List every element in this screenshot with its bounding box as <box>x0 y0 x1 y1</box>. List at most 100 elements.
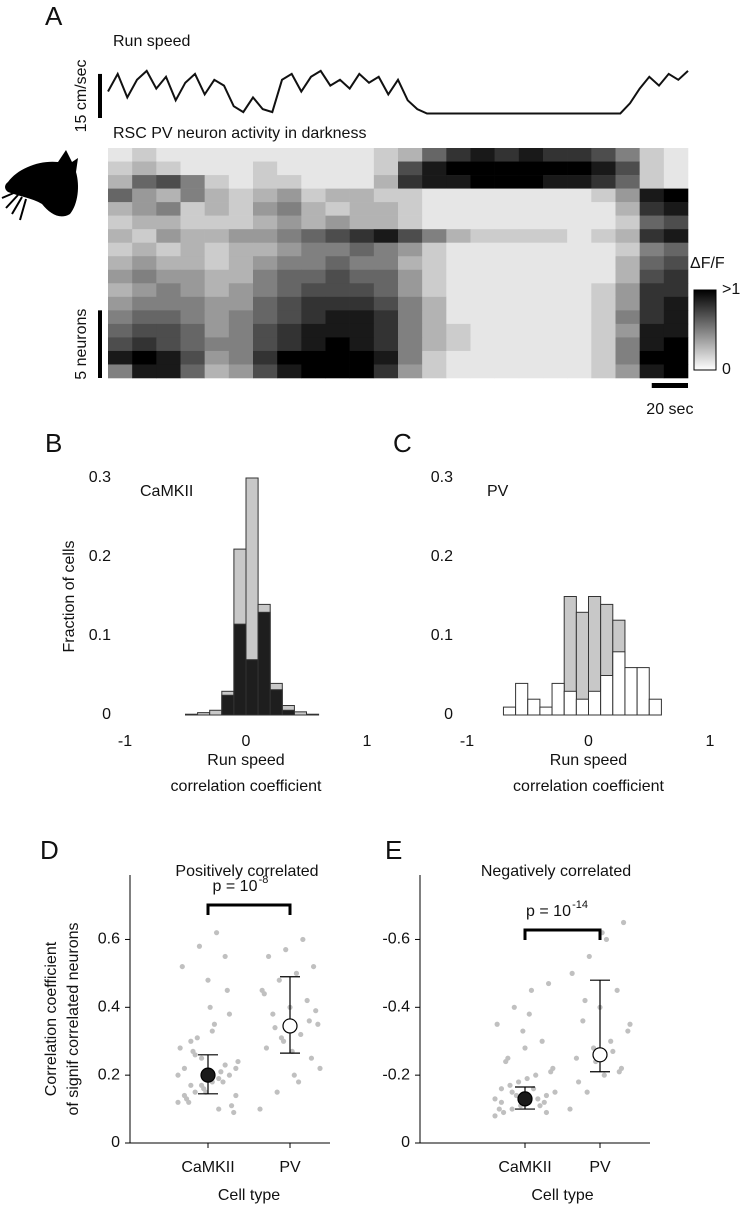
data-point <box>261 991 267 997</box>
data-point <box>233 1092 239 1099</box>
data-point <box>620 919 627 926</box>
heat-cell <box>301 229 326 244</box>
x-axis-label: Run speed <box>550 752 627 769</box>
heat-cell <box>615 175 640 189</box>
heat-cell <box>591 161 616 176</box>
heat-cell <box>253 269 278 284</box>
heat-cell <box>543 364 568 379</box>
heat-cell <box>422 148 447 162</box>
y-tick-label: 0 <box>111 1134 120 1151</box>
data-point <box>315 1021 321 1027</box>
data-point <box>207 1004 213 1010</box>
heat-cell <box>567 310 592 325</box>
heat-cell <box>591 229 616 244</box>
heat-cell <box>470 242 495 257</box>
y-tick-label: 0.3 <box>431 469 453 486</box>
data-point <box>498 1099 505 1105</box>
heat-cell <box>591 296 616 311</box>
heat-cell <box>228 364 254 379</box>
heat-cell <box>373 148 399 162</box>
x-tick-label: PV <box>589 1159 611 1176</box>
data-point <box>306 1018 312 1024</box>
heat-cell <box>325 350 350 365</box>
heat-cell <box>132 310 157 325</box>
data-point <box>492 1113 498 1119</box>
heat-cell <box>615 296 640 311</box>
data-point <box>209 1028 215 1034</box>
heat-cell <box>156 229 181 244</box>
heat-cell <box>518 215 544 230</box>
heat-cell <box>398 161 423 176</box>
heat-cell <box>615 188 640 203</box>
heat-cell <box>446 269 471 284</box>
data-point <box>181 1065 188 1071</box>
data-point <box>175 1072 181 1078</box>
heat-cell <box>204 256 230 271</box>
heat-cell <box>422 256 447 271</box>
heat-cell <box>132 148 157 162</box>
heat-cell <box>615 229 640 244</box>
data-point <box>515 1079 522 1085</box>
heat-cell <box>494 323 520 338</box>
heat-cell <box>253 323 278 338</box>
heat-cell <box>349 188 375 203</box>
data-point <box>265 953 272 960</box>
heat-cell <box>253 229 278 244</box>
data-point <box>226 1072 233 1078</box>
summary-marker <box>200 1067 216 1083</box>
histogram-bar <box>281 709 295 716</box>
mouse-whiskers <box>1 191 27 221</box>
heat-cell <box>132 175 157 189</box>
heat-cell <box>398 148 423 162</box>
time-scale-bar <box>651 383 688 388</box>
data-point <box>220 1079 226 1085</box>
heat-cell <box>180 350 205 365</box>
heat-cell <box>663 310 689 325</box>
heat-cell <box>132 202 157 216</box>
heat-cell <box>228 323 254 338</box>
heat-cell <box>494 242 520 257</box>
heat-cell <box>156 283 181 298</box>
heat-cell <box>156 323 181 338</box>
heat-cell <box>277 242 302 257</box>
heat-cell <box>277 175 302 189</box>
heat-cell <box>494 188 520 203</box>
heat-cell <box>398 242 423 257</box>
heat-cell <box>228 256 254 271</box>
histogram-bar <box>551 682 565 716</box>
data-point <box>198 1055 205 1061</box>
heat-cell <box>204 364 230 379</box>
data-point <box>580 1018 586 1024</box>
data-point <box>608 1038 614 1044</box>
heat-cell <box>470 188 495 203</box>
data-point <box>524 1075 530 1082</box>
panel-letter: A <box>45 1 63 31</box>
x-axis-label: Cell type <box>218 1187 280 1204</box>
scale-bar <box>98 73 102 118</box>
summary-marker <box>517 1091 533 1107</box>
heat-cell <box>639 310 665 325</box>
heat-cell <box>518 242 544 257</box>
p-value-exponent: -8 <box>259 874 269 886</box>
heat-cell <box>180 215 205 230</box>
heat-cell <box>591 283 616 298</box>
heat-cell <box>156 296 181 311</box>
data-point <box>295 1079 302 1085</box>
y-tick-label: 0.2 <box>98 1066 120 1083</box>
heat-cell <box>108 323 133 338</box>
heat-cell <box>180 188 205 203</box>
heat-cell <box>663 202 689 216</box>
heat-cell <box>663 269 689 284</box>
x-axis-label: correlation coefficient <box>171 778 322 795</box>
panel-title: PV <box>487 483 509 500</box>
summary-marker <box>282 1018 298 1034</box>
data-point <box>205 977 211 983</box>
heat-cell <box>180 161 205 176</box>
heat-cell <box>180 337 205 352</box>
x-tick-label: -1 <box>460 733 474 750</box>
heat-cell <box>591 242 616 257</box>
heat-cell <box>373 229 399 244</box>
heat-cell <box>349 229 375 244</box>
heat-cell <box>591 364 616 379</box>
heat-cell <box>639 161 665 176</box>
